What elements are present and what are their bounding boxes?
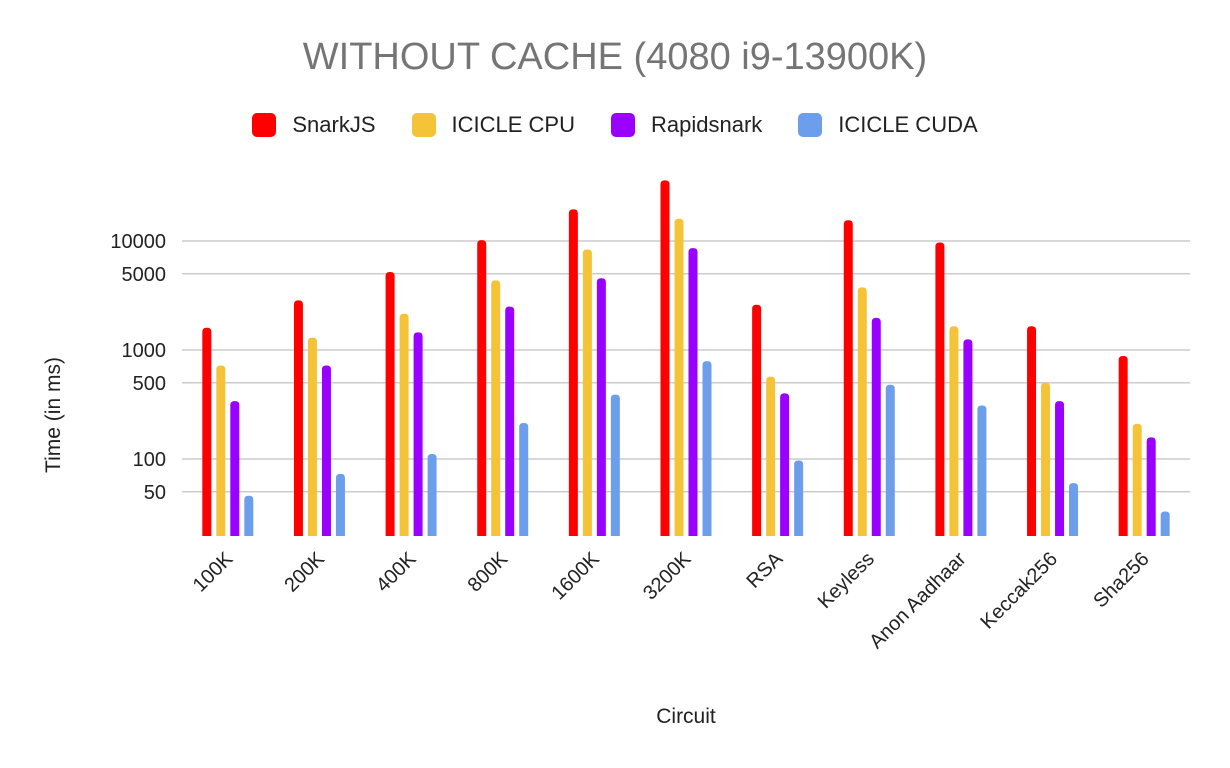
legend-item-snarkjs[interactable]: SnarkJS [252, 112, 376, 138]
x-axis-title: Circuit [656, 705, 716, 728]
x-tick-label: 100K [189, 548, 238, 597]
bar-snarkjs-keccak256[interactable] [1027, 326, 1037, 536]
bar-snarkjs-800k[interactable] [477, 240, 487, 537]
gridlines [182, 240, 1190, 493]
bar-icicle-cpu-200k[interactable] [307, 337, 317, 536]
legend-item-rapidsnark[interactable]: Rapidsnark [611, 112, 762, 138]
bar-icicle-cpu-keccak256[interactable] [1041, 382, 1051, 536]
bar-icicle-cpu-anon-aadhaar[interactable] [949, 326, 959, 536]
bar-rapidsnark-rsa[interactable] [780, 393, 790, 536]
legend-swatch-rapidsnark [611, 113, 635, 137]
bar-icicle-cuda-keccak256[interactable] [1069, 483, 1079, 536]
bar-icicle-cuda-200k[interactable] [335, 473, 345, 536]
x-tick-label: Anon Aadhaar [865, 548, 970, 653]
x-tick-label: Keccak256 [977, 548, 1063, 634]
x-tick-label: 200K [280, 548, 329, 597]
bar-icicle-cpu-1600k[interactable] [582, 249, 592, 536]
bar-rapidsnark-keccak256[interactable] [1055, 401, 1065, 536]
bar-rapidsnark-3200k[interactable] [688, 248, 698, 537]
bar-icicle-cuda-sha256[interactable] [1160, 511, 1170, 536]
legend-swatch-icicle-cuda [798, 113, 823, 137]
x-tick-label: Keyless [814, 548, 879, 613]
bars [202, 180, 1170, 537]
bar-rapidsnark-400k[interactable] [413, 332, 423, 536]
bar-snarkjs-keyless[interactable] [843, 220, 853, 536]
bar-rapidsnark-sha256[interactable] [1146, 437, 1156, 536]
bar-icicle-cpu-800k[interactable] [491, 280, 501, 536]
x-tick-label: 800K [464, 548, 513, 597]
y-tick-label: 1000 [122, 340, 167, 362]
x-tick-labels: 100K 200K 400K 800K 1600K 3200K RSA KeylessAnon… [189, 548, 1154, 654]
legend-label-icicle-cuda: ICICLE CUDA [838, 112, 978, 137]
legend-label-rapidsnark: Rapidsnark [651, 112, 763, 137]
bar-snarkjs-sha256[interactable] [1118, 356, 1128, 536]
y-tick-label: 50 [144, 482, 166, 504]
legend-item-icicle-cpu[interactable]: ICICLE CPU [411, 112, 575, 138]
bar-snarkjs-400k[interactable] [385, 271, 395, 536]
bar-icicle-cuda-800k[interactable] [519, 422, 529, 536]
bar-icicle-cpu-400k[interactable] [399, 313, 409, 536]
bar-icicle-cuda-keyless[interactable] [885, 384, 895, 536]
y-tick-label: 10000 [110, 231, 166, 253]
bar-snarkjs-100k[interactable] [202, 327, 212, 536]
bar-icicle-cuda-1600k[interactable] [610, 394, 620, 536]
y-axis-title: Time (in ms) [42, 357, 65, 473]
y-tick-label: 500 [133, 373, 166, 395]
bar-icicle-cuda-400k[interactable] [427, 454, 437, 536]
chart-title: WITHOUT CACHE (4080 i9-13900K) [302, 36, 928, 78]
x-tick-label: RSA [743, 548, 788, 593]
bar-snarkjs-1600k[interactable] [568, 209, 578, 536]
legend: SnarkJS ICICLE CPU Rapidsnark ICICLE CUD… [0, 112, 1230, 138]
bar-icicle-cpu-keyless[interactable] [857, 287, 867, 536]
legend-label-snarkjs: SnarkJS [292, 112, 376, 137]
bar-rapidsnark-800k[interactable] [505, 306, 515, 536]
x-tick-label: 400K [372, 548, 421, 597]
bar-rapidsnark-200k[interactable] [321, 365, 331, 536]
bar-icicle-cpu-rsa[interactable] [766, 376, 776, 536]
legend-swatch-icicle-cpu [411, 113, 436, 137]
legend-swatch-snarkjs [252, 113, 277, 137]
bar-snarkjs-rsa[interactable] [752, 304, 762, 536]
x-tick-label: 1600K [547, 548, 604, 605]
bar-icicle-cpu-sha256[interactable] [1132, 423, 1142, 536]
y-tick-labels: 50 100 500 1000 5000 10000 [110, 231, 166, 504]
bar-snarkjs-200k[interactable] [293, 300, 303, 536]
bar-rapidsnark-1600k[interactable] [596, 278, 606, 536]
bar-icicle-cpu-3200k[interactable] [674, 218, 684, 536]
bar-icicle-cuda-3200k[interactable] [702, 361, 712, 536]
x-tick-label: Sha256 [1089, 548, 1153, 612]
legend-item-icicle-cuda[interactable]: ICICLE CUDA [798, 112, 978, 138]
legend-label-icicle-cpu: ICICLE CPU [451, 112, 575, 137]
bar-snarkjs-anon-aadhaar[interactable] [935, 242, 945, 536]
bar-icicle-cuda-rsa[interactable] [794, 460, 804, 536]
bar-rapidsnark-100k[interactable] [230, 401, 240, 536]
y-tick-label: 100 [133, 449, 166, 471]
x-tick-label: 3200K [639, 548, 696, 605]
bar-icicle-cuda-100k[interactable] [244, 495, 254, 536]
bar-rapidsnark-keyless[interactable] [871, 317, 881, 536]
bar-icicle-cuda-anon-aadhaar[interactable] [977, 405, 987, 536]
bar-snarkjs-3200k[interactable] [660, 180, 670, 536]
bar-rapidsnark-anon-aadhaar[interactable] [963, 339, 973, 536]
bar-icicle-cpu-100k[interactable] [216, 365, 226, 536]
y-tick-label: 5000 [122, 264, 167, 286]
